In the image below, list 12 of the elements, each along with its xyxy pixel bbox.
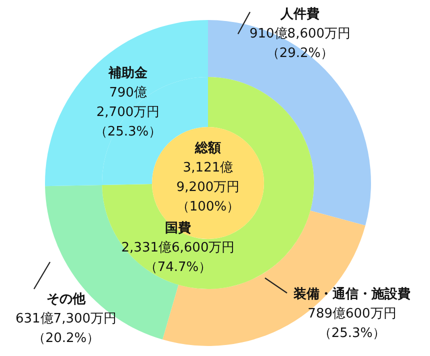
data-label: 790億2,700万円（25.3%） — [94, 86, 162, 140]
slice-label: その他 — [46, 292, 86, 307]
data-label: 3,121億9,200万円（100%） — [176, 160, 240, 214]
slice-label: 総額 — [194, 140, 221, 156]
data-label: 631億7,300万円（20.2%） — [15, 312, 117, 346]
slice-label: 装備・通信・施設費 — [292, 286, 410, 302]
slice-label: 人件費 — [280, 7, 320, 22]
data-label: 910億8,600万円（29.2%） — [249, 26, 351, 61]
slice-label: 国費 — [165, 221, 191, 236]
slice-label: 補助金 — [108, 65, 148, 81]
data-label: 789億600万円（25.3%） — [308, 306, 396, 341]
data-label: 2,331億6,600万円（74.7%） — [121, 240, 235, 275]
